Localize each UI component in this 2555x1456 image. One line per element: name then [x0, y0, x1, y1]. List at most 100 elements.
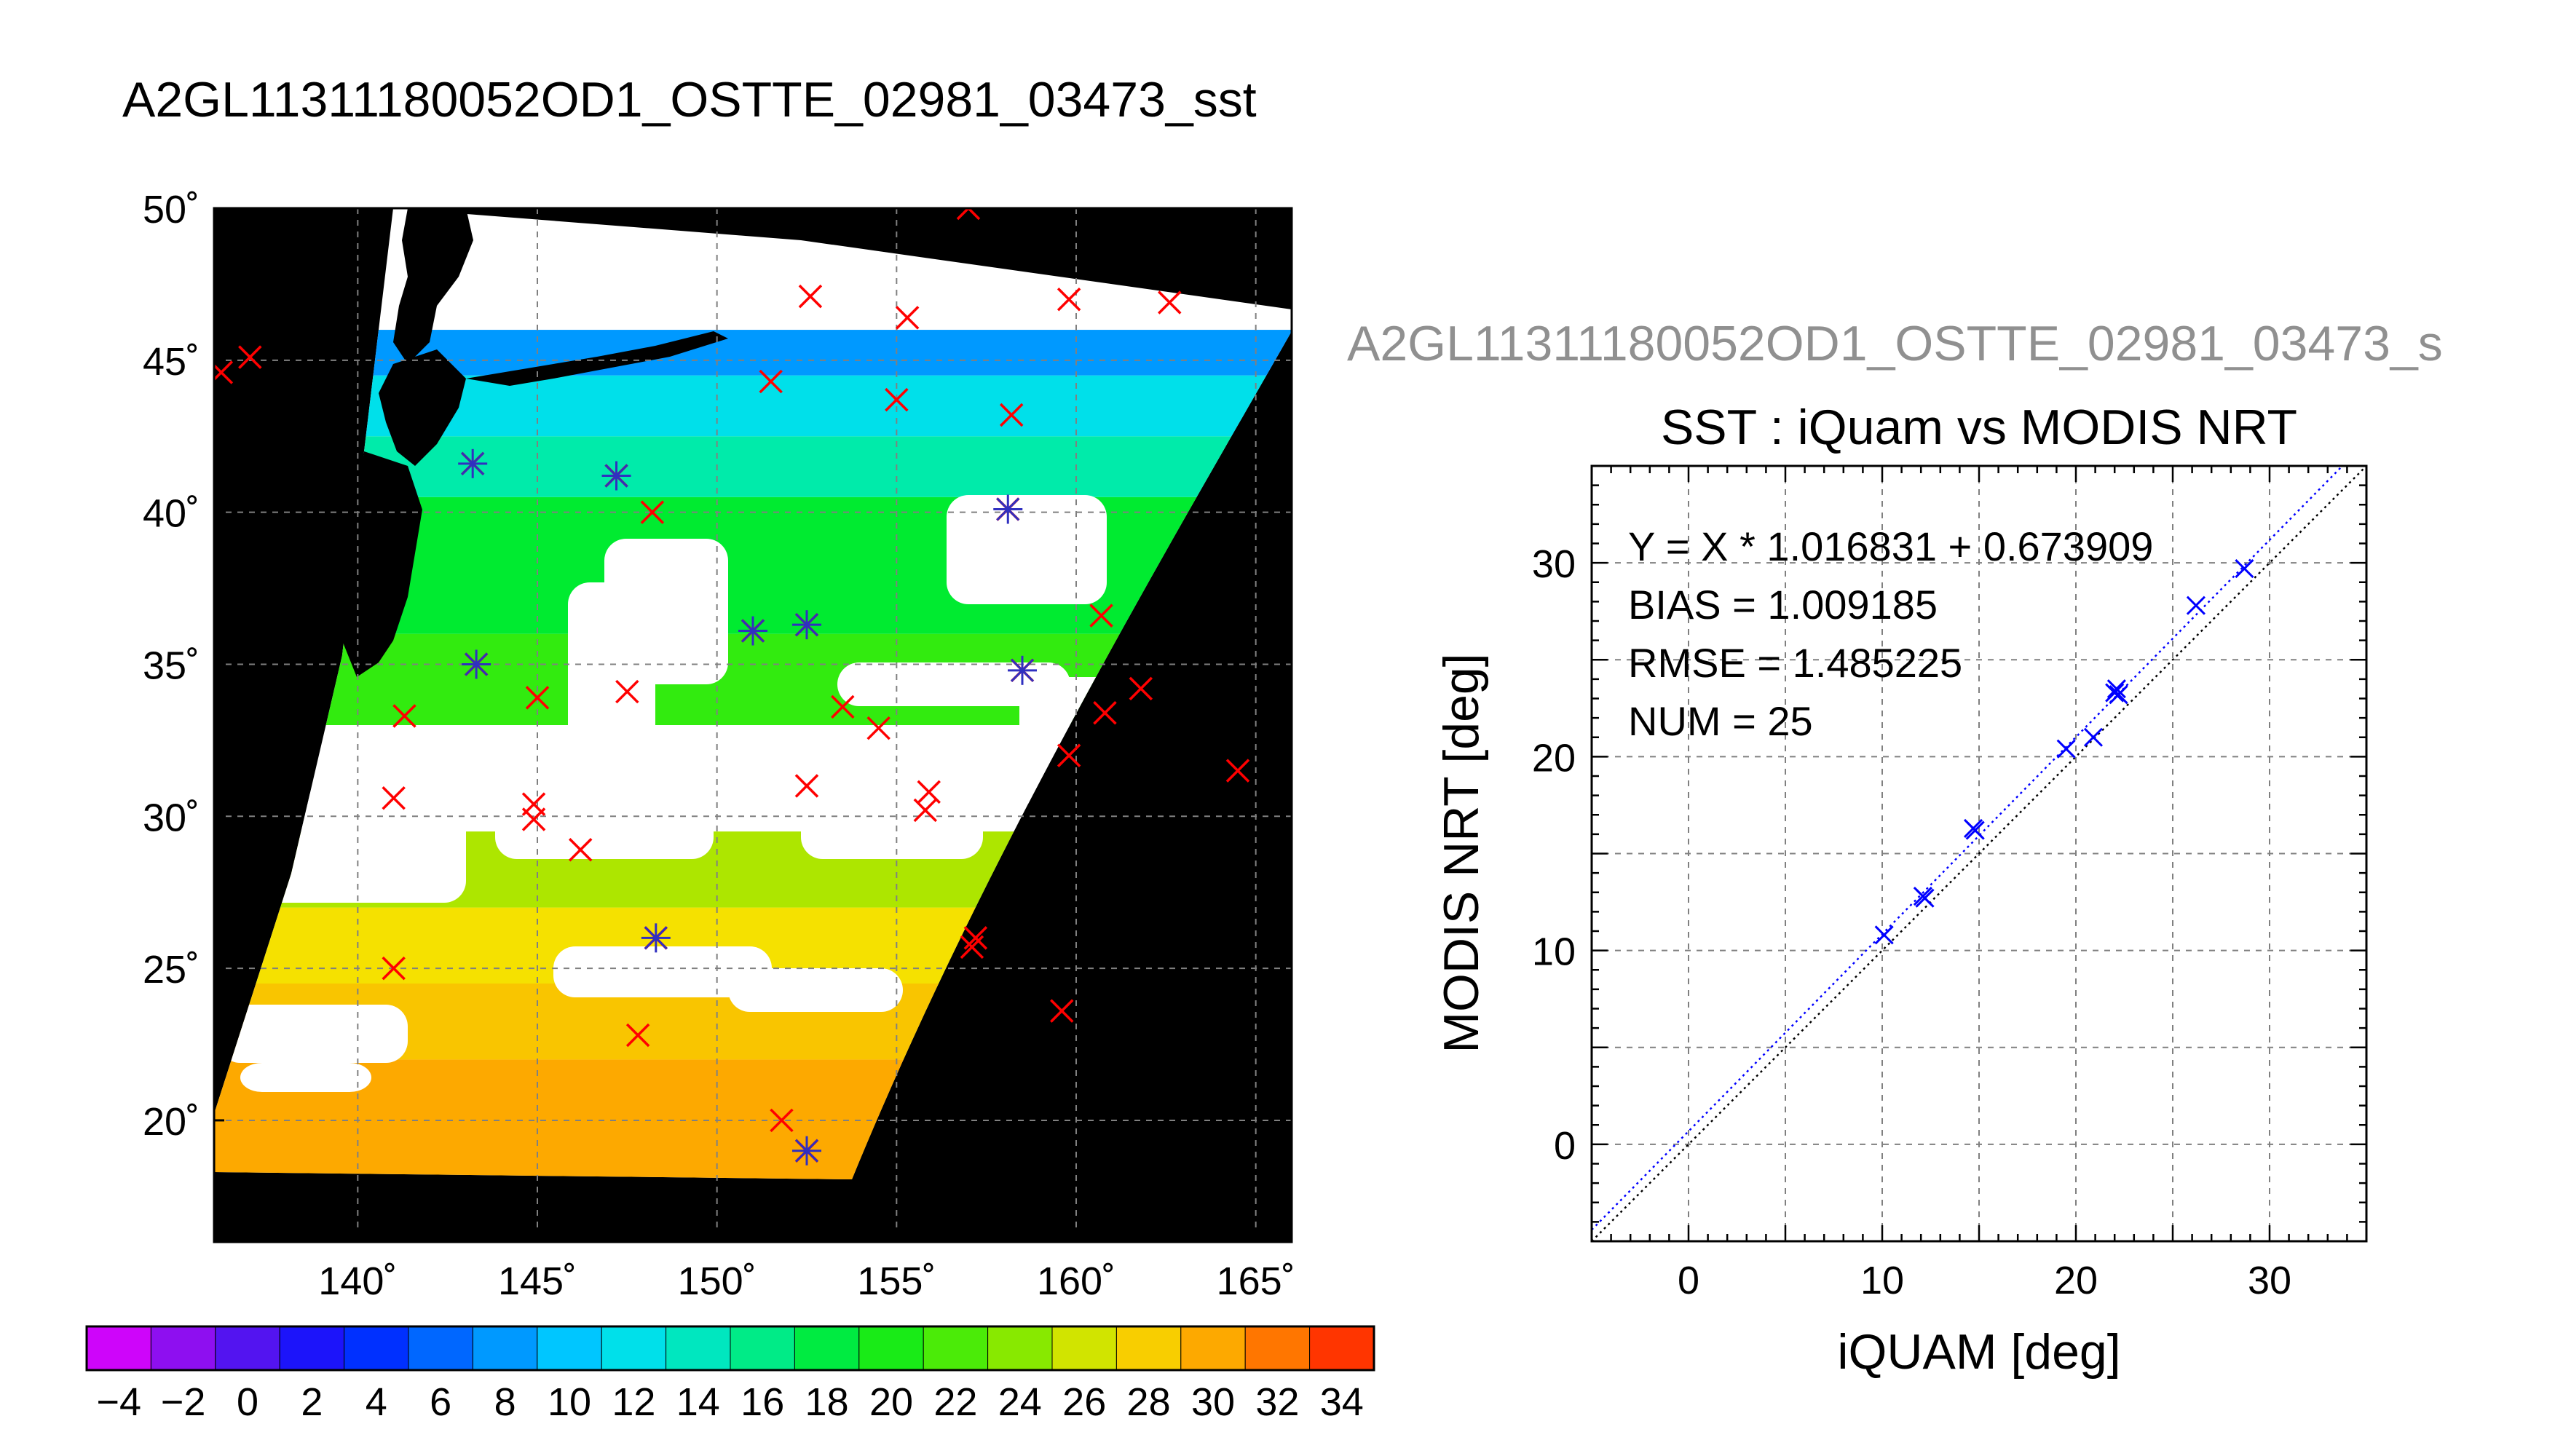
iquam-marker [625, 1023, 650, 1048]
scatter-point [2106, 679, 2126, 699]
colorbar-cell [1309, 1326, 1375, 1371]
stats-box: Y = X * 1.016831 + 0.673909 BIAS = 1.009… [1628, 523, 2153, 744]
iquam-marker [999, 403, 1024, 427]
scatter-y-tick-label: 20 [1532, 736, 1576, 780]
cloud-patch [495, 772, 714, 859]
cloud-patch [240, 1063, 371, 1092]
stats-num: NUM = 25 [1628, 698, 1813, 744]
map-x-tick-label: 140˚ [318, 1259, 397, 1303]
land-masses [342, 208, 728, 677]
colorbar-tick-label: 8 [494, 1380, 516, 1424]
colorbar-tick-label: 34 [1320, 1380, 1364, 1424]
matched-marker [738, 616, 767, 646]
scatter-points [1874, 559, 2254, 945]
iquam-marker [1225, 759, 1250, 783]
matched-marker [462, 649, 491, 679]
colorbar-cell [1115, 1326, 1182, 1371]
colorbar-tick-label: −4 [96, 1380, 141, 1424]
iquam-marker [640, 500, 665, 524]
fit-line [1592, 466, 2344, 1231]
map-frame [213, 207, 1293, 1243]
iquam-marker [895, 306, 920, 330]
map-x-tick-label: 145˚ [498, 1259, 577, 1303]
scatter-point [1965, 820, 1985, 840]
iquam-marker [1093, 701, 1117, 725]
colorbar-cell [794, 1326, 860, 1371]
colorbar-tick-label: 20 [869, 1380, 913, 1424]
scatter-point [2235, 559, 2254, 579]
map-y-tick-label: 25˚ [143, 948, 200, 992]
scatter-y-tick-label: 0 [1554, 1124, 1576, 1168]
iquam-marker [525, 686, 550, 710]
map-y-tick-label: 45˚ [143, 340, 200, 384]
scatter-title: SST : iQuam vs MODIS NRT [1661, 400, 2297, 455]
colorbar-cell [1180, 1326, 1246, 1371]
iquam-marker [913, 798, 938, 823]
iquam-marker [1057, 288, 1081, 312]
colorbar-tick-label: 24 [998, 1380, 1042, 1424]
iquam-marker [238, 345, 262, 369]
kurils-land [466, 331, 728, 386]
colorbar-tick-label: 0 [237, 1380, 258, 1424]
iquam-marker [1158, 290, 1182, 314]
scatter-header-title: A2GL11311180052OD1_OSTTE_02981_03473_s [1347, 316, 2443, 371]
iquam-marker [770, 1108, 794, 1133]
iquam-marker [521, 807, 546, 831]
scatter-point [2109, 685, 2128, 705]
iquam-marker [382, 956, 406, 981]
colorbar-tick-label: 6 [430, 1380, 451, 1424]
matched-marker [792, 610, 821, 640]
scatter-x-tick-label: 30 [2248, 1259, 2291, 1302]
colorbar-cell [987, 1326, 1053, 1371]
map-y-tick-label: 30˚ [143, 796, 200, 839]
iquam-markers [214, 208, 1250, 1163]
colorbar-cell [601, 1326, 667, 1371]
matched-marker [1008, 655, 1037, 685]
colorbar-frame [85, 1325, 1375, 1372]
scatter-x-tick-label: 10 [1860, 1259, 1904, 1302]
cloud-patch [218, 1005, 408, 1063]
matched-markers [458, 448, 1037, 1166]
scatter-x-tick-label: 0 [1678, 1259, 1699, 1302]
iquam-marker [392, 704, 416, 728]
colorbar-cell [279, 1326, 345, 1371]
iquam-marker [866, 716, 891, 740]
colorbar: −4 −2 0 2 4 6 8 10 12 14 16 18 20 22 24 26 28 30 32 34 [85, 1325, 1375, 1424]
colorbar-tick-label: 12 [612, 1380, 655, 1424]
iquam-marker [1089, 604, 1113, 628]
map-gridlines [214, 208, 1292, 1242]
colorbar-tick-label: 26 [1062, 1380, 1106, 1424]
iquam-marker [1057, 743, 1081, 768]
scatter-x-label: iQUAM [deg] [1837, 1324, 2120, 1380]
colorbar-cell [150, 1326, 216, 1371]
scatter-plot: SST : iQuam vs MODIS NRT 0 10 20 300102030 … [1434, 400, 2368, 1380]
matched-marker [641, 923, 671, 953]
scatter-point [2083, 727, 2104, 747]
sst-map: 140˚ 145˚ 150˚ 155˚ 160˚ 165˚ 20˚ 25˚ 30˚ 35˚ 40˚… [143, 188, 1295, 1303]
iquam-marker [1129, 676, 1153, 701]
colorbar-tick-label: 14 [676, 1380, 720, 1424]
hokkaido-land [379, 349, 466, 466]
scatter-point [2186, 596, 2205, 615]
matched-marker [993, 494, 1023, 524]
cloud-patch [837, 662, 1070, 706]
scatter-y-label: MODIS NRT [deg] [1434, 653, 1489, 1053]
colorbar-tick-label: 30 [1191, 1380, 1235, 1424]
cloud-patch [728, 968, 903, 1012]
iquam-marker [831, 695, 855, 719]
map-x-tick-label: 155˚ [857, 1259, 936, 1303]
colorbar-cell [666, 1326, 731, 1371]
cloud-patch [801, 764, 983, 859]
honshu-land [342, 451, 422, 677]
map-y-tick-label: 20˚ [143, 1100, 200, 1144]
scatter-x-tick-label: 20 [2054, 1259, 2098, 1302]
matched-marker [792, 1136, 821, 1166]
colorbar-tick-label: 28 [1127, 1380, 1171, 1424]
matched-marker [601, 461, 631, 491]
colorbar-cell [472, 1326, 538, 1371]
cloud-patch [568, 582, 655, 772]
colorbar-cell [1244, 1326, 1311, 1371]
colorbar-cell [923, 1326, 989, 1371]
stats-bias: BIAS = 1.009185 [1628, 582, 1938, 628]
map-x-axis: 140˚ 145˚ 150˚ 155˚ 160˚ 165˚ [318, 1232, 1295, 1303]
